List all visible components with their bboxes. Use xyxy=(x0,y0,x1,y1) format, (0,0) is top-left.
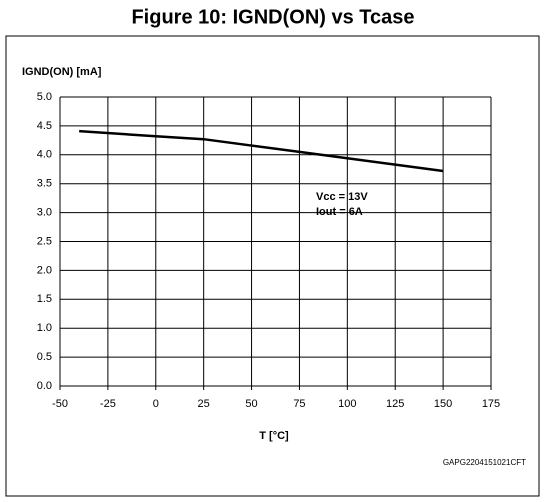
y-tick-label: 2.5 xyxy=(37,235,52,247)
x-tick-label: 125 xyxy=(386,398,404,410)
x-tick-label: 25 xyxy=(198,398,210,410)
y-tick-label: 0.5 xyxy=(37,351,52,363)
y-tick-label: 1.0 xyxy=(37,322,52,334)
y-tick-label: 0.0 xyxy=(37,380,52,392)
x-tick-label: -50 xyxy=(52,398,68,410)
y-tick-label: 1.5 xyxy=(37,293,52,305)
footer: GAPG2204151021CFT xyxy=(443,458,526,467)
chart-title: Figure 10: IGND(ON) vs Tcase xyxy=(131,6,414,28)
x-axis-label: T [°C] xyxy=(259,430,289,442)
x-tick-label: 175 xyxy=(482,398,500,410)
y-axis-label: IGND(ON) [mA] xyxy=(22,66,102,78)
x-tick-label: 75 xyxy=(293,398,305,410)
x-tick-label: 0 xyxy=(153,398,159,410)
y-tick-label: 5.0 xyxy=(37,91,52,103)
x-tick-label: 100 xyxy=(338,398,356,410)
annotation: Iout = 6A xyxy=(316,206,363,218)
annotation: Vcc = 13V xyxy=(316,191,368,203)
x-tick-label: -25 xyxy=(100,398,116,410)
frame xyxy=(5,35,540,497)
x-tick-label: 50 xyxy=(245,398,257,410)
series-line xyxy=(79,129,444,173)
y-tick-label: 4.5 xyxy=(37,120,52,132)
x-tick-label: 150 xyxy=(434,398,452,410)
y-tick-label: 3.0 xyxy=(37,207,52,219)
y-tick-label: 2.0 xyxy=(37,264,52,276)
y-tick-label: 3.5 xyxy=(37,178,52,190)
y-tick-label: 4.0 xyxy=(37,149,52,161)
